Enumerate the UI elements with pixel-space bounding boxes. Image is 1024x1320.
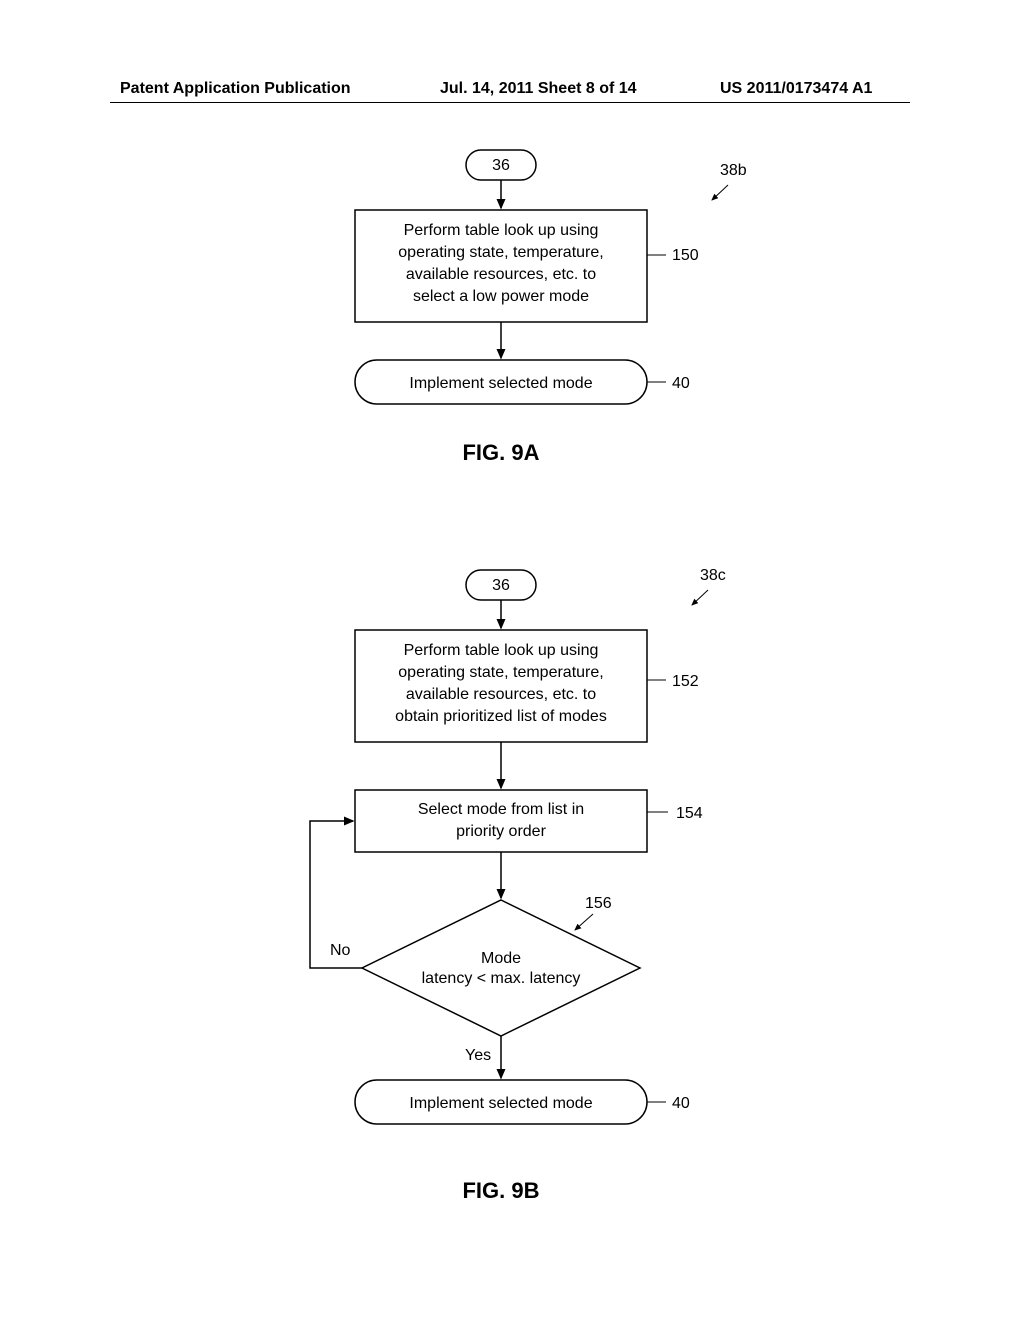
decision-line2: latency < max. latency [422, 970, 581, 987]
ref-156: 156 [585, 895, 612, 912]
ref-38c: 38c [700, 567, 726, 584]
ref-150: 150 [672, 247, 699, 264]
ref-156-leader [575, 914, 593, 930]
start-label: 36 [492, 157, 510, 174]
ref-38b: 38b [720, 162, 747, 179]
fig-9a-title: FIG. 9A [462, 440, 539, 465]
yes-label: Yes [465, 1047, 491, 1064]
box-154 [355, 790, 647, 852]
decision-line1: Mode [481, 950, 521, 967]
fig-9b-title: FIG. 9B [462, 1178, 539, 1203]
box-150-line1: Perform table look up using [404, 222, 599, 239]
ref-154: 154 [676, 805, 703, 822]
box-150-line3: available resources, etc. to [406, 266, 596, 283]
box-152-line1: Perform table look up using [404, 642, 599, 659]
ref-152: 152 [672, 673, 699, 690]
no-label: No [330, 942, 351, 959]
box-152-line2: operating state, temperature, [398, 664, 603, 681]
box-154-line2: priority order [456, 823, 546, 840]
ref-40b: 40 [672, 1095, 690, 1112]
ref-38c-leader [692, 590, 708, 605]
start-label-b: 36 [492, 577, 510, 594]
ref-40: 40 [672, 375, 690, 392]
box-152-line3: available resources, etc. to [406, 686, 596, 703]
decision-156 [362, 900, 640, 1036]
header-right: US 2011/0173474 A1 [720, 80, 872, 98]
fig-9a: 36 Perform table look up using operating… [0, 130, 1024, 530]
header-rule [110, 102, 910, 103]
end-label-b: Implement selected mode [409, 1095, 592, 1112]
end-label: Implement selected mode [409, 375, 592, 392]
fig-9b: 36 38c Perform table look up using opera… [0, 550, 1024, 1270]
box-154-line1: Select mode from list in [418, 801, 584, 818]
box-150-line4: select a low power mode [413, 288, 589, 305]
header-center: Jul. 14, 2011 Sheet 8 of 14 [440, 80, 637, 98]
header-left: Patent Application Publication [120, 80, 351, 98]
box-150-line2: operating state, temperature, [398, 244, 603, 261]
box-152-line4: obtain prioritized list of modes [395, 708, 607, 725]
ref-38b-leader [712, 185, 728, 200]
